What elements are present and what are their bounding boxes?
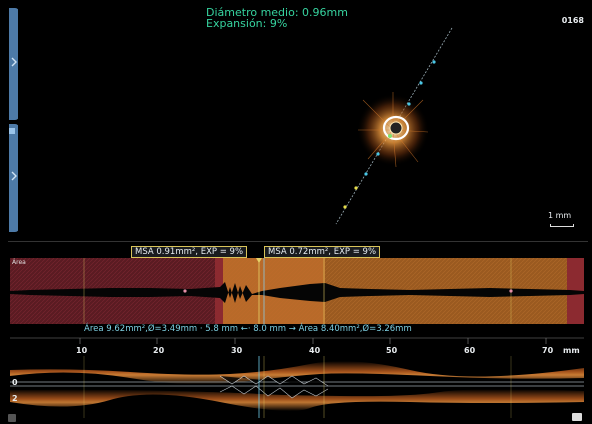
area-axis-label: Área xyxy=(12,259,26,266)
ruler-tick-70: 70 xyxy=(542,346,554,355)
area-profile-graph xyxy=(10,258,584,324)
left-panel-tab-bottom[interactable] xyxy=(9,124,19,232)
stent-measurement-bar: Área 9.62mm²,Ø=3.49mm · 5.8 mm ←· 8.0 mm… xyxy=(84,324,412,334)
longitudinal-view[interactable] xyxy=(10,356,584,418)
cross-section-view[interactable] xyxy=(18,4,588,238)
ruler-tick-50: 50 xyxy=(386,346,398,355)
area-profile-strip[interactable] xyxy=(10,258,584,324)
length-ruler xyxy=(10,337,584,344)
ruler-tick-60: 60 xyxy=(464,346,476,355)
panel-marker-icon xyxy=(9,128,15,134)
scale-bar xyxy=(550,224,574,227)
ruler-tick-30: 30 xyxy=(231,346,243,355)
settings-icon[interactable] xyxy=(8,414,16,422)
ruler-tick-20: 20 xyxy=(153,346,165,355)
measurement-readout: Diámetro medio: 0.96mm Expansión: 9% xyxy=(206,7,348,29)
frame-number: 0168 xyxy=(561,16,584,25)
chevron-right-icon xyxy=(10,170,18,182)
expansion-text: Expansión: 9% xyxy=(206,17,288,30)
divider xyxy=(8,241,588,242)
ruler-tick-40: 40 xyxy=(309,346,321,355)
msa-right-box: MSA 0.72mm², EXP = 9% xyxy=(264,246,381,258)
scale-bar-label: 1 mm xyxy=(548,211,572,220)
longitudinal-image xyxy=(10,356,584,418)
msa-left-box: MSA 0.91mm², EXP = 9% xyxy=(131,246,248,258)
cross-section-image xyxy=(335,27,453,225)
mean-diameter-text: Diámetro medio: 0.96mm xyxy=(206,6,348,19)
ruler-tick-10: 10 xyxy=(76,346,88,355)
depth-label-2: 2 xyxy=(12,394,18,403)
left-panel-tab-top[interactable] xyxy=(9,8,19,120)
chevron-right-icon xyxy=(10,56,18,68)
ruler-unit-right: mm xyxy=(563,346,580,355)
depth-label-0: 0 xyxy=(12,378,18,387)
expand-icon[interactable] xyxy=(572,413,582,421)
